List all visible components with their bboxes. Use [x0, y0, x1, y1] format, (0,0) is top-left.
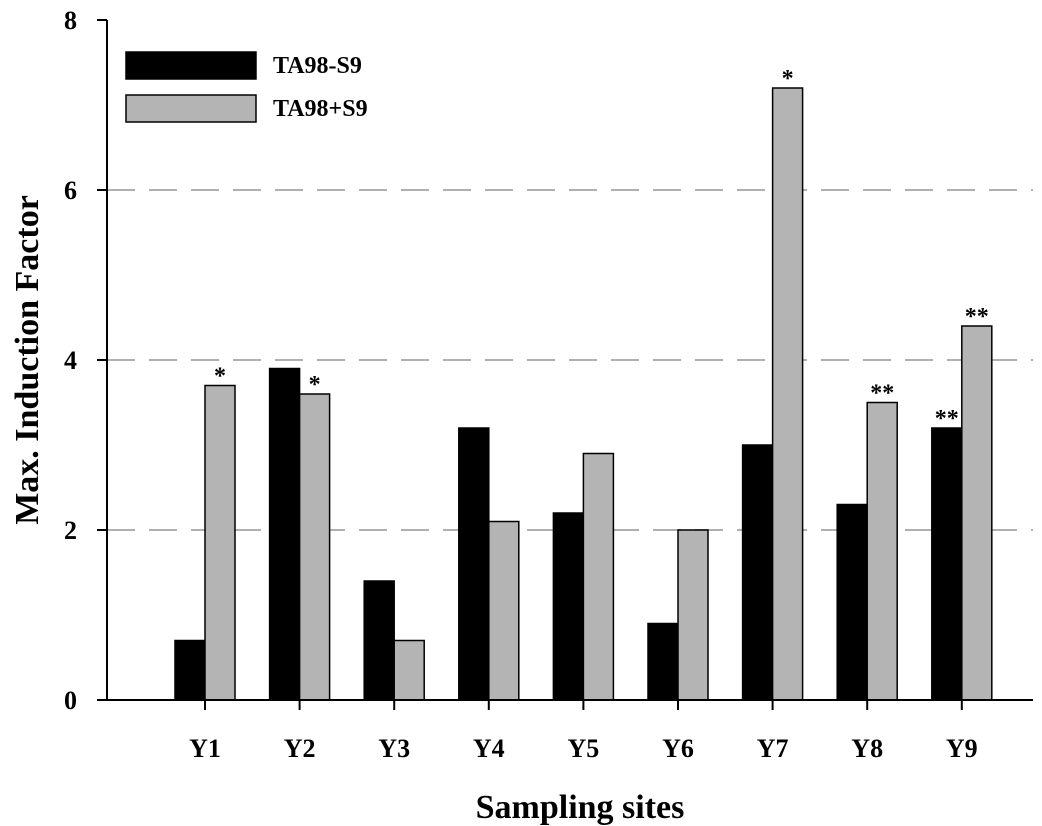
x-tick-label-Y5: Y5 — [568, 734, 600, 763]
legend-label-TA98+S9: TA98+S9 — [273, 96, 368, 122]
bar-TA98-S9-Y3 — [363, 580, 395, 701]
x-tick-label-Y1: Y1 — [189, 734, 221, 763]
axes — [97, 19, 1033, 710]
significance-label: * — [782, 66, 794, 92]
y-tick-label: 2 — [64, 516, 77, 545]
x-tick-label-Y4: Y4 — [473, 734, 505, 763]
y-tick-label: 4 — [64, 346, 77, 375]
legend: TA98-S9 TA98+S9 — [125, 51, 368, 123]
bar-TA98-S9-Y9 — [931, 427, 963, 701]
bar-TA98-S9-Y8 — [836, 503, 868, 701]
significance-label: ** — [965, 304, 989, 330]
bar-TA98+S9-Y8 — [866, 401, 898, 701]
legend-label-TA98-S9: TA98-S9 — [273, 53, 362, 79]
bar-TA98+S9-Y2 — [298, 393, 331, 701]
x-tick-label-Y3: Y3 — [378, 734, 410, 763]
bar-TA98+S9-Y1 — [204, 384, 236, 701]
y-tick-label: 8 — [64, 6, 77, 35]
significance-labels: *** ****** — [214, 66, 989, 432]
y-tick-label: 6 — [64, 176, 77, 205]
bar-TA98+S9-Y3 — [393, 639, 425, 701]
bar-TA98-S9-Y2 — [268, 367, 301, 701]
significance-label: * — [214, 364, 226, 390]
bar-TA98+S9-Y6 — [677, 529, 709, 701]
significance-label: ** — [870, 381, 894, 407]
x-tick-label-Y9: Y9 — [946, 734, 978, 763]
bar-TA98-S9-Y6 — [647, 622, 679, 701]
tick-labels: 0 2 4 6 8 Y1 Y2 Y3 Y4 Y5 Y6 Y7 Y8 Y9 — [64, 6, 978, 763]
x-tick-label-Y8: Y8 — [851, 734, 883, 763]
legend-swatch-TA98+S9 — [125, 94, 257, 123]
bar-TA98-S9-Y4 — [458, 427, 490, 701]
bar-TA98-S9-Y5 — [552, 512, 585, 701]
bar-TA98+S9-Y4 — [488, 520, 520, 701]
legend-swatch-TA98-S9 — [125, 51, 257, 80]
bar-TA98-S9-Y7 — [741, 444, 774, 701]
bar-TA98+S9-Y7 — [771, 87, 804, 701]
bar-TA98-S9-Y1 — [174, 639, 206, 701]
y-axis-title: Max. Induction Factor — [9, 195, 46, 525]
bars — [174, 87, 993, 701]
x-tick-label-Y2: Y2 — [284, 734, 316, 763]
bar-TA98+S9-Y9 — [961, 325, 993, 701]
y-tick-label: 0 — [64, 686, 77, 715]
significance-label: ** — [935, 406, 959, 432]
x-tick-label-Y6: Y6 — [662, 734, 694, 763]
x-tick-label-Y7: Y7 — [757, 734, 789, 763]
bar-TA98+S9-Y5 — [582, 452, 615, 701]
significance-label: * — [309, 372, 321, 398]
x-axis-title: Sampling sites — [476, 789, 685, 826]
